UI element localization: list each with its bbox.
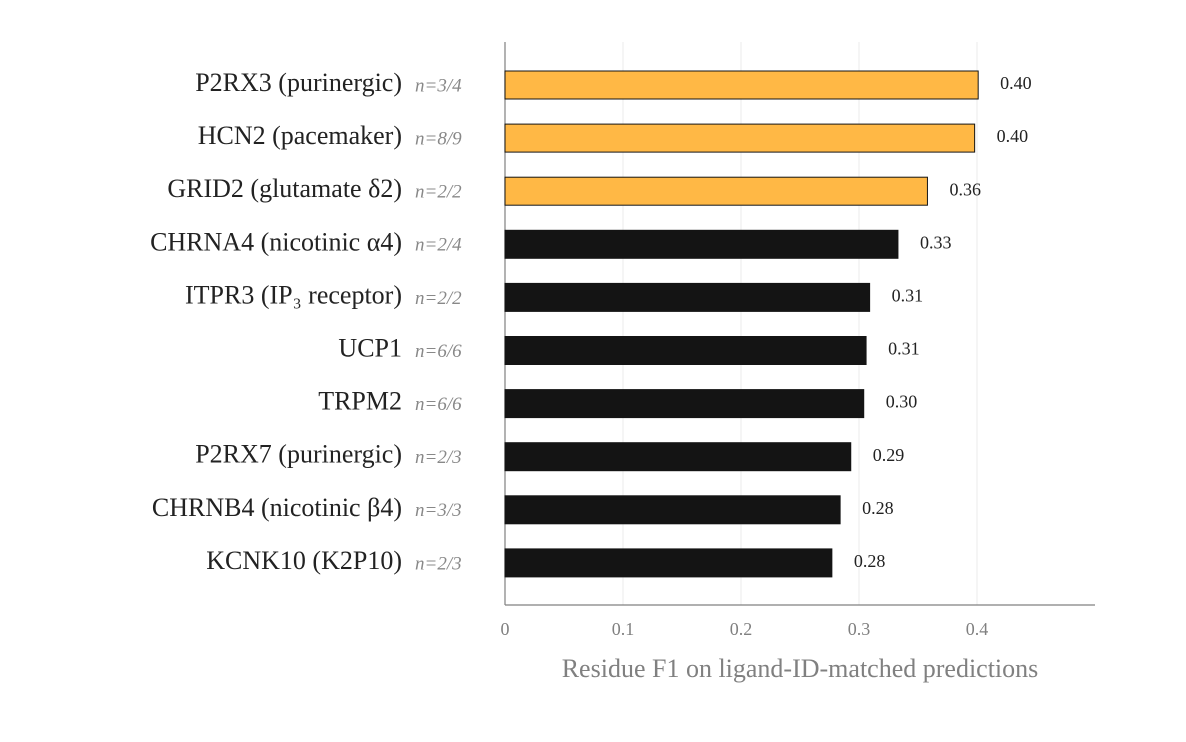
value-label: 0.40 <box>997 126 1029 146</box>
x-tick-label: 0.1 <box>612 619 635 639</box>
count-annotation: n=2/2 <box>415 288 462 309</box>
y-tick-label: CHRNB4 (nicotinic β4) <box>152 493 402 522</box>
count-annotation: n=8/9 <box>415 128 462 149</box>
x-tick-label: 0 <box>501 619 510 639</box>
count-annotation: n=2/3 <box>415 553 462 574</box>
value-label: 0.31 <box>892 286 924 306</box>
count-annotation: n=6/6 <box>415 394 462 415</box>
value-label: 0.33 <box>920 232 952 252</box>
bar <box>504 548 833 578</box>
count-annotation: n=2/3 <box>415 447 462 468</box>
bar <box>504 229 899 259</box>
bar <box>504 389 865 419</box>
x-axis-label: Residue F1 on ligand-ID-matched predicti… <box>562 654 1039 683</box>
x-tick-label: 0.4 <box>966 619 989 639</box>
value-label: 0.29 <box>873 445 905 465</box>
count-annotation: n=2/4 <box>415 235 462 256</box>
y-tick-label: TRPM2 <box>318 387 402 416</box>
y-tick-label: P2RX3 (purinergic) <box>195 68 402 97</box>
y-tick-label: KCNK10 (K2P10) <box>206 546 402 575</box>
value-label: 0.31 <box>888 339 920 359</box>
bar <box>504 176 928 206</box>
value-label: 0.40 <box>1000 73 1031 93</box>
bar <box>504 442 852 472</box>
value-label: 0.28 <box>854 551 886 571</box>
y-tick-label: HCN2 (pacemaker) <box>198 121 402 150</box>
count-annotation: n=2/2 <box>415 182 462 203</box>
bar <box>504 70 979 100</box>
count-annotation: n=6/6 <box>415 341 462 362</box>
bar <box>504 495 841 525</box>
y-tick-label: P2RX7 (purinergic) <box>195 440 402 469</box>
x-tick-label: 0.2 <box>730 619 753 639</box>
x-tick-label: 0.3 <box>848 619 871 639</box>
count-annotation: n=3/4 <box>415 75 462 96</box>
value-label: 0.36 <box>949 179 981 199</box>
count-annotation: n=3/3 <box>415 500 462 521</box>
y-tick-label: ITPR3 (IP₃ receptor) <box>185 280 402 309</box>
bar <box>504 282 871 312</box>
y-tick-label: UCP1 <box>338 333 402 362</box>
value-label: 0.30 <box>886 392 918 412</box>
bar <box>504 336 867 365</box>
y-tick-label: GRID2 (glutamate δ2) <box>167 174 402 203</box>
value-label: 0.28 <box>862 498 894 518</box>
bar <box>504 123 976 153</box>
y-tick-label: CHRNA4 (nicotinic α4) <box>150 227 402 256</box>
